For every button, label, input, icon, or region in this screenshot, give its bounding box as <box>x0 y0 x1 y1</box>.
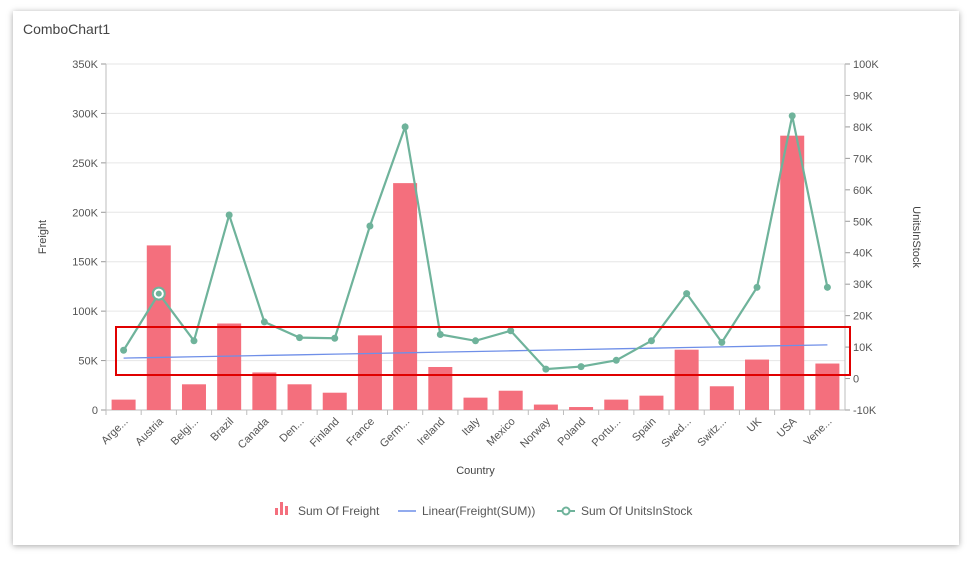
line-point[interactable] <box>225 211 233 219</box>
line-point[interactable] <box>472 337 479 345</box>
legend-line-marker <box>561 506 571 516</box>
y-tick-label: 0 <box>92 405 98 417</box>
bar-germ[interactable] <box>393 183 418 410</box>
legend-label-trendline[interactable]: Linear(Freight(SUM)) <box>422 504 535 518</box>
x-tick-label: Belgi... <box>169 416 201 448</box>
line-point[interactable] <box>190 337 198 345</box>
y2-tick-label: 80K <box>853 122 873 134</box>
x-tick-label: USA <box>775 415 800 440</box>
x-axis-title: Country <box>456 465 495 477</box>
y-tick-label: 150K <box>72 257 98 269</box>
bar-poland[interactable] <box>569 407 594 410</box>
bar-spain[interactable] <box>639 395 664 410</box>
line-point[interactable] <box>823 283 831 291</box>
line-point[interactable] <box>542 365 550 373</box>
bar-norway[interactable] <box>533 404 558 410</box>
x-tick-label: Vene... <box>802 416 835 449</box>
combo-chart[interactable]: 0 50K 100K 150K 200K 250K 300K 350K -10K 0 10K 20K 3… <box>13 11 959 545</box>
x-tick-label: Poland <box>555 416 588 449</box>
bar-france[interactable] <box>357 335 382 410</box>
line-point[interactable] <box>612 356 620 364</box>
legend-bar-icon <box>275 508 278 515</box>
x-tick-label: Mexico <box>485 416 518 449</box>
bar-arge[interactable] <box>111 399 136 410</box>
bar-uk[interactable] <box>745 359 770 410</box>
bar-ireland[interactable] <box>428 366 453 410</box>
x-tick-label: Brazil <box>208 416 236 444</box>
x-tick-label: Austria <box>133 415 166 448</box>
line-point[interactable] <box>260 318 268 326</box>
x-tick-label: Switz... <box>695 416 729 450</box>
bar-finland[interactable] <box>322 392 347 410</box>
y2-tick-label: 40K <box>853 248 873 260</box>
line-point[interactable] <box>296 334 304 342</box>
line-point[interactable] <box>401 123 409 131</box>
x-tick-label: Den... <box>277 416 306 445</box>
line-point[interactable] <box>577 363 585 371</box>
chart-card: ComboChart1 0 50K 100K 150K 200K 250K 300K 350K… <box>13 11 959 545</box>
line-point[interactable] <box>436 331 444 339</box>
legend-bar-icon <box>280 502 283 515</box>
bar-den[interactable] <box>287 384 312 410</box>
y2-tick-label: 30K <box>853 279 873 291</box>
y2-tick-label: 20K <box>853 311 873 323</box>
bar-brazil[interactable] <box>217 323 242 411</box>
y2-tick-label: 10K <box>853 342 873 354</box>
widget-title: ComboChart1 <box>23 21 111 37</box>
line-point[interactable] <box>366 222 374 230</box>
line-point[interactable] <box>683 290 691 298</box>
y-tick-label: 350K <box>72 59 98 71</box>
line-point[interactable] <box>120 346 128 354</box>
legend-label-units-in-stock[interactable]: Sum Of UnitsInStock <box>581 504 693 518</box>
y2-tick-label: -10K <box>853 405 877 417</box>
x-tick-label: France <box>344 416 377 449</box>
y-axis-title: Freight <box>37 220 49 254</box>
y2-tick-label: 90K <box>853 90 873 102</box>
bar-portu[interactable] <box>604 399 629 410</box>
bar-belgi[interactable] <box>181 384 206 410</box>
x-tick-label: Portu... <box>590 416 624 450</box>
y2-tick-label: 60K <box>853 185 873 197</box>
line-point[interactable] <box>788 112 796 120</box>
x-tick-label: Germ... <box>378 416 412 450</box>
line-point[interactable] <box>331 334 339 342</box>
y2-tick-label: 100K <box>853 59 879 71</box>
x-tick-label: Spain <box>630 416 658 444</box>
legend-label-freight[interactable]: Sum Of Freight <box>298 504 380 518</box>
line-point[interactable] <box>507 327 515 335</box>
x-tick-label: Ireland <box>415 416 447 448</box>
bar-mexico[interactable] <box>498 390 523 410</box>
x-tick-label: Finland <box>308 416 342 450</box>
x-tick-label: Italy <box>460 415 483 438</box>
bar-italy[interactable] <box>463 397 488 410</box>
bar-switz[interactable] <box>709 386 734 410</box>
bar-vene[interactable] <box>815 363 840 410</box>
y-tick-label: 50K <box>78 356 98 368</box>
x-tick-label: Swed... <box>659 416 693 450</box>
bar-swed[interactable] <box>674 349 699 410</box>
y2-tick-label: 70K <box>853 153 873 165</box>
trendline <box>123 344 828 359</box>
selection-box <box>115 326 851 376</box>
bar-canada[interactable] <box>252 372 277 410</box>
x-tick-label: Norway <box>518 415 553 450</box>
x-tick-label: Arge... <box>99 416 130 447</box>
bar-usa[interactable] <box>780 135 805 410</box>
y-tick-label: 100K <box>72 306 98 318</box>
line-point[interactable] <box>647 337 655 345</box>
y-tick-label: 250K <box>72 158 98 170</box>
y-tick-label: 200K <box>72 207 98 219</box>
x-tick-label: UK <box>745 415 765 435</box>
line-point[interactable] <box>718 338 726 346</box>
legend-bar-icon <box>285 506 288 515</box>
y2-axis-title: UnitsInStock <box>910 206 922 268</box>
y2-tick-label: 50K <box>853 216 873 228</box>
y2-tick-label: 0 <box>853 374 859 386</box>
x-tick-label: Canada <box>236 415 272 451</box>
y-tick-label: 300K <box>72 108 98 120</box>
line-point[interactable] <box>753 283 761 291</box>
highlighted-point-center <box>155 290 162 297</box>
